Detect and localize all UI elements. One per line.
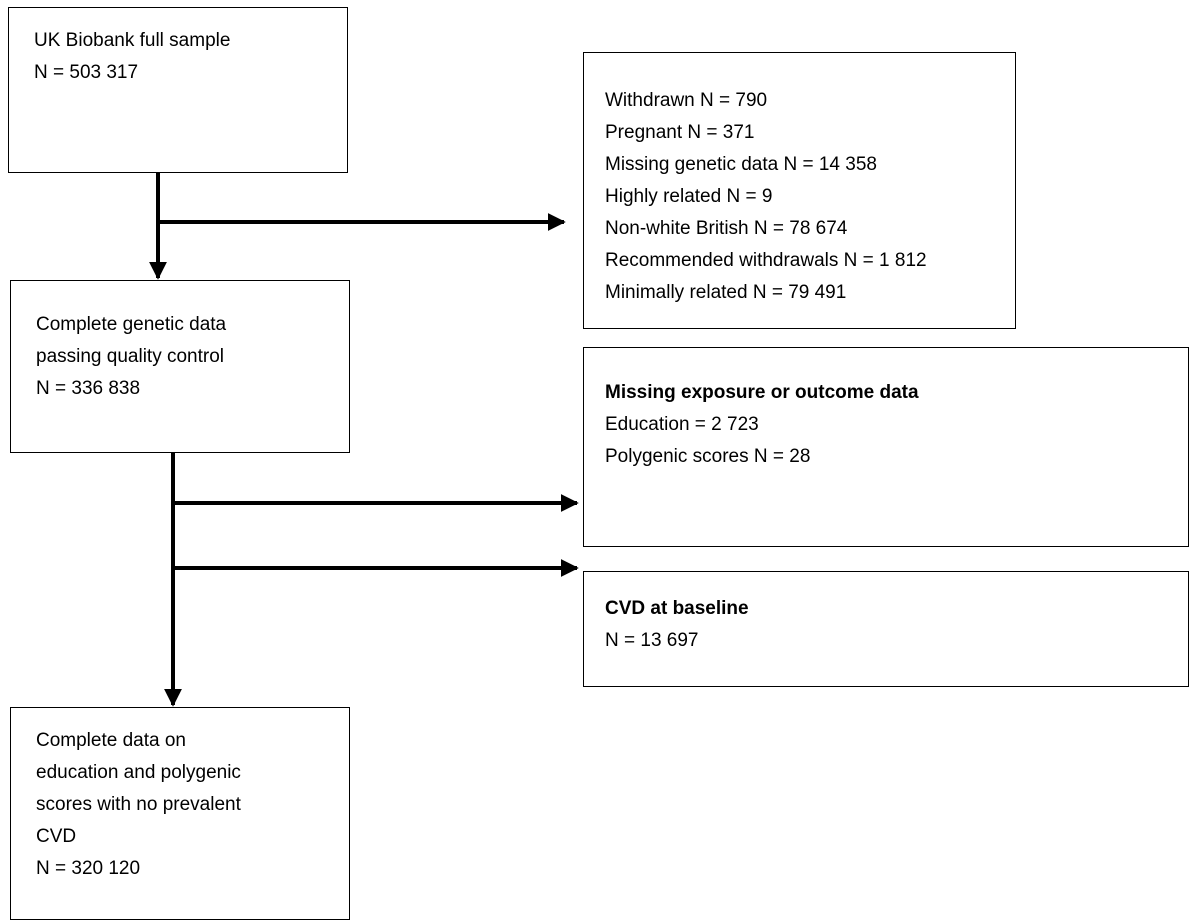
exclusion-non-white-british: Non-white British N = 78 674 xyxy=(605,218,848,239)
exclusion-minimally-related: Minimally related N = 79 491 xyxy=(605,282,847,303)
final-sample-line-4: CVD xyxy=(36,826,77,847)
exclusion-withdrawn: Withdrawn N = 790 xyxy=(605,90,768,111)
exclusion-highly-related: Highly related N = 9 xyxy=(605,186,773,207)
cvd-baseline-heading: CVD at baseline xyxy=(605,598,749,619)
genetic-exclusions-box: Withdrawn N = 790 Pregnant N = 371 Missi… xyxy=(583,52,1016,329)
genetic-qc-line-2: passing quality control xyxy=(36,346,224,367)
missing-polygenic: Polygenic scores N = 28 xyxy=(605,446,811,467)
cvd-baseline-count: N = 13 697 xyxy=(605,630,699,651)
full-sample-box: UK Biobank full sample N = 503 317 xyxy=(8,7,348,173)
final-sample-line-2: education and polygenic xyxy=(36,762,241,783)
exclusion-missing-genetic: Missing genetic data N = 14 358 xyxy=(605,154,877,175)
final-sample-line-1: Complete data on xyxy=(36,730,186,751)
exclusion-recommended-withdrawals: Recommended withdrawals N = 1 812 xyxy=(605,250,927,271)
genetic-qc-count: N = 336 838 xyxy=(36,378,141,399)
missing-education: Education = 2 723 xyxy=(605,414,759,435)
full-sample-title: UK Biobank full sample xyxy=(34,30,231,51)
genetic-qc-box: Complete genetic data passing quality co… xyxy=(10,280,350,453)
exclusion-pregnant: Pregnant N = 371 xyxy=(605,122,755,143)
full-sample-count: N = 503 317 xyxy=(34,62,139,83)
missing-data-heading: Missing exposure or outcome data xyxy=(605,382,919,403)
missing-data-box: Missing exposure or outcome data Educati… xyxy=(583,347,1189,547)
final-sample-count: N = 320 120 xyxy=(36,858,141,879)
genetic-qc-line-1: Complete genetic data xyxy=(36,314,227,335)
cvd-baseline-box: CVD at baseline N = 13 697 xyxy=(583,571,1189,687)
final-sample-line-3: scores with no prevalent xyxy=(36,794,241,815)
final-sample-box: Complete data on education and polygenic… xyxy=(10,707,350,920)
